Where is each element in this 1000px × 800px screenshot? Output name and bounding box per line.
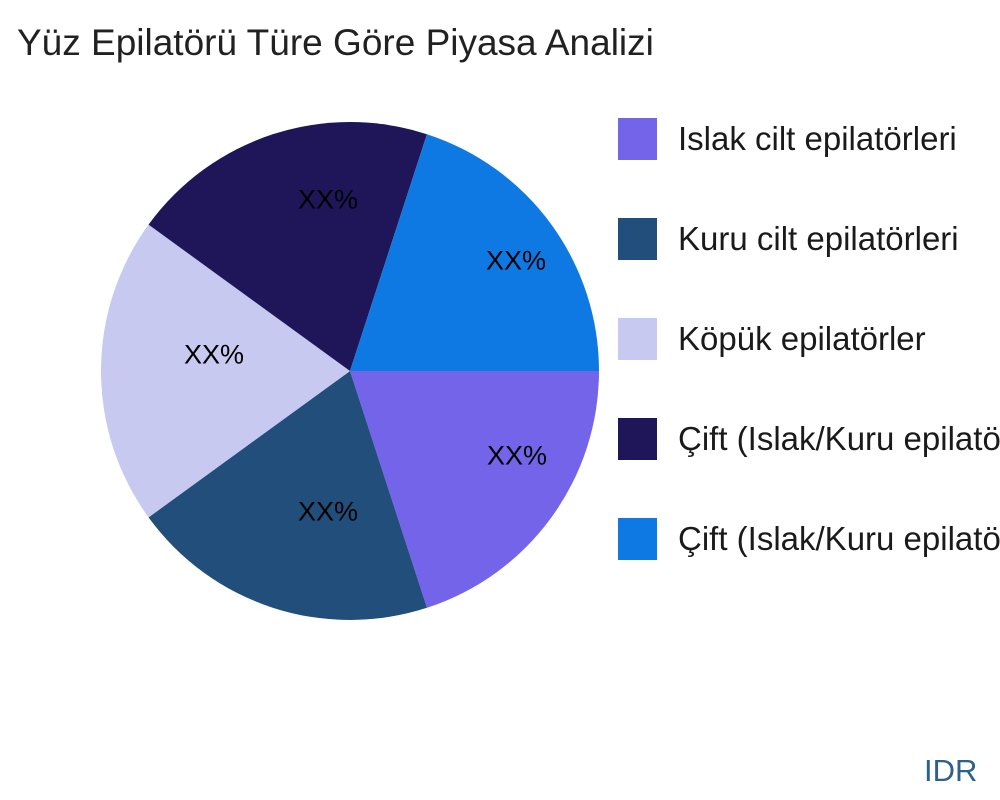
legend-swatch (618, 518, 657, 560)
legend-item: Çift (Islak/Kuru epilatö (618, 418, 1000, 460)
slice-label: XX% (486, 440, 548, 471)
legend-label: Köpük epilatörler (678, 320, 926, 357)
pie-slice (148, 371, 427, 621)
legend-item: Islak cilt epilatörleri (618, 118, 957, 160)
legend-label: Kuru cilt epilatörleri (678, 220, 959, 257)
legend-label: Çift (Islak/Kuru epilatö (678, 420, 1000, 457)
slice-label: XX% (183, 339, 245, 370)
legend-item: Kuru cilt epilatörleri (618, 218, 959, 260)
slice-label: XX% (297, 184, 359, 215)
pie-slice (100, 224, 351, 518)
legend-item: Çift (Islak/Kuru epilatö (618, 518, 1000, 560)
slice-label: XX% (297, 496, 359, 527)
legend-swatch (618, 318, 657, 360)
legend-swatch (618, 218, 657, 260)
watermark-text: IDR (924, 753, 978, 788)
legend: Islak cilt epilatörleri Kuru cilt epilat… (618, 118, 1000, 678)
legend-item: Köpük epilatörler (618, 318, 926, 360)
pie-slice (148, 121, 427, 371)
legend-label: Islak cilt epilatörleri (678, 120, 957, 157)
legend-swatch (618, 118, 657, 160)
legend-label: Çift (Islak/Kuru epilatö (678, 520, 1000, 557)
legend-swatch (618, 418, 657, 460)
pie-slice (350, 134, 599, 371)
slice-label: XX% (485, 245, 547, 276)
chart-title: Yüz Epilatörü Türe Göre Piyasa Analizi (17, 22, 654, 63)
pie-slice (350, 371, 599, 608)
